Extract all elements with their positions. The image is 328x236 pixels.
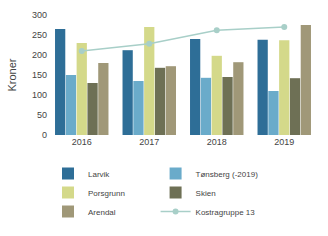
svg-text:Tønsberg (-2019): Tønsberg (-2019)	[196, 170, 259, 179]
svg-text:Porsgrunn: Porsgrunn	[88, 189, 125, 198]
svg-text:Kostragruppe 13: Kostragruppe 13	[196, 208, 256, 217]
svg-text:100: 100	[32, 90, 47, 100]
svg-text:0: 0	[42, 130, 47, 140]
svg-text:250: 250	[32, 30, 47, 40]
svg-text:50: 50	[37, 110, 47, 120]
svg-text:150: 150	[32, 70, 47, 80]
svg-text:300: 300	[32, 10, 47, 20]
svg-text:2018: 2018	[207, 137, 227, 147]
svg-text:Larvik: Larvik	[88, 170, 110, 179]
svg-text:200: 200	[32, 50, 47, 60]
svg-text:Skien: Skien	[196, 189, 216, 198]
svg-text:2016: 2016	[72, 137, 92, 147]
svg-text:2017: 2017	[139, 137, 159, 147]
svg-text:2019: 2019	[274, 137, 294, 147]
svg-text:Kroner: Kroner	[6, 58, 18, 91]
svg-text:Arendal: Arendal	[88, 208, 116, 217]
